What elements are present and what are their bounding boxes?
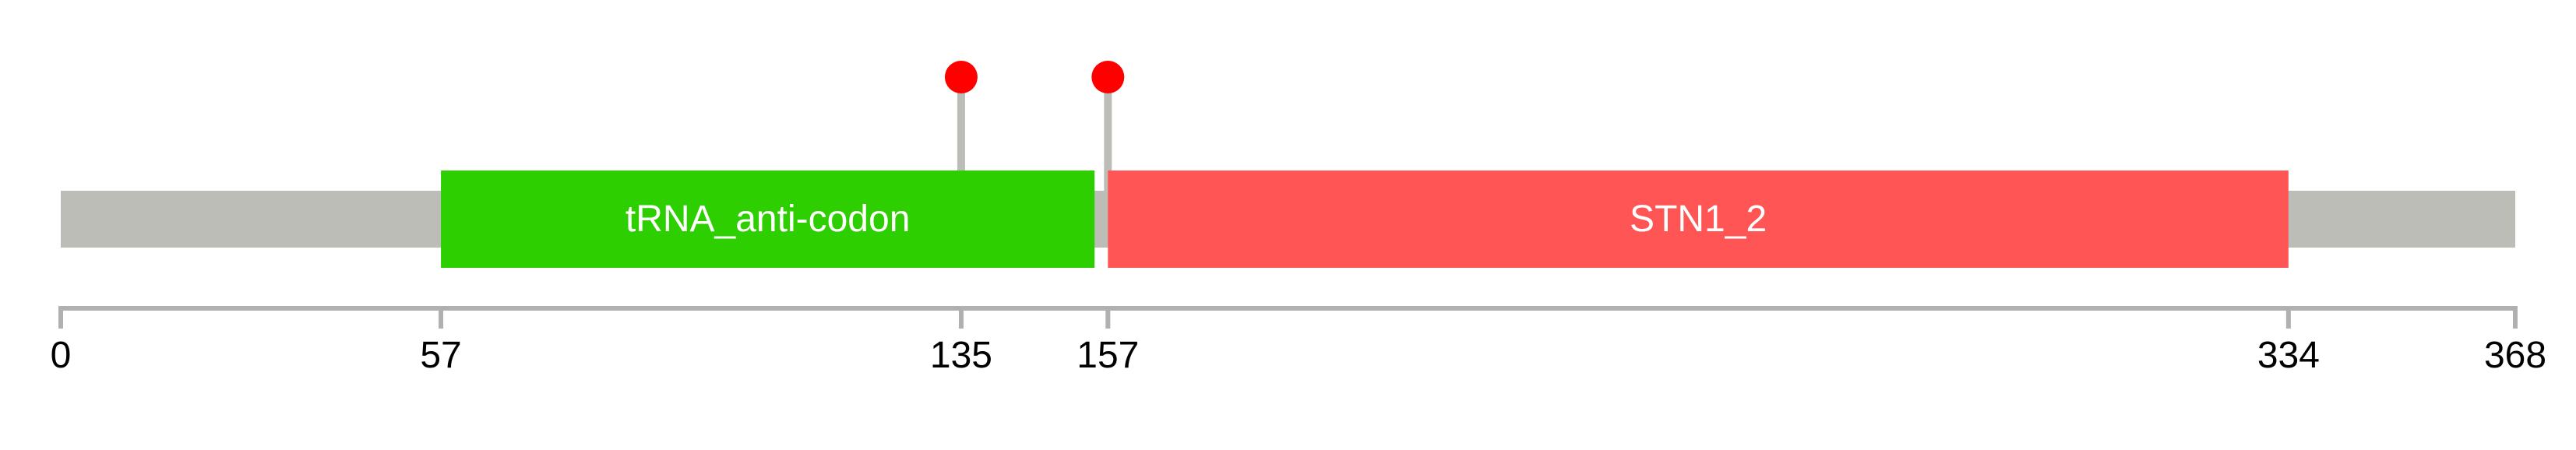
axis-tick [958, 306, 964, 329]
domain-label: STN1_2 [1630, 199, 1767, 240]
axis-tick-label: 0 [51, 335, 72, 376]
mutation-marker [944, 61, 978, 93]
axis-tick [2285, 306, 2291, 329]
axis-tick-label: 368 [2484, 335, 2546, 376]
axis-tick-label: 157 [1077, 335, 1139, 376]
axis-line [61, 306, 2515, 311]
axis-tick [1105, 306, 1111, 329]
domain-stn1-2 [1108, 171, 2289, 268]
mutation-stem [957, 77, 965, 191]
domain-trna-anti-codon [441, 171, 1095, 268]
domain-label: tRNA_anti-codon [625, 199, 911, 240]
axis-tick-label: 57 [420, 335, 461, 376]
axis-tick [439, 306, 444, 329]
mutation-marker [1091, 61, 1125, 93]
axis-tick [2513, 306, 2518, 329]
mutation-stem [1104, 77, 1112, 191]
axis-tick-label: 334 [2257, 335, 2320, 376]
axis-tick [58, 306, 63, 329]
axis-tick-label: 135 [930, 335, 992, 376]
